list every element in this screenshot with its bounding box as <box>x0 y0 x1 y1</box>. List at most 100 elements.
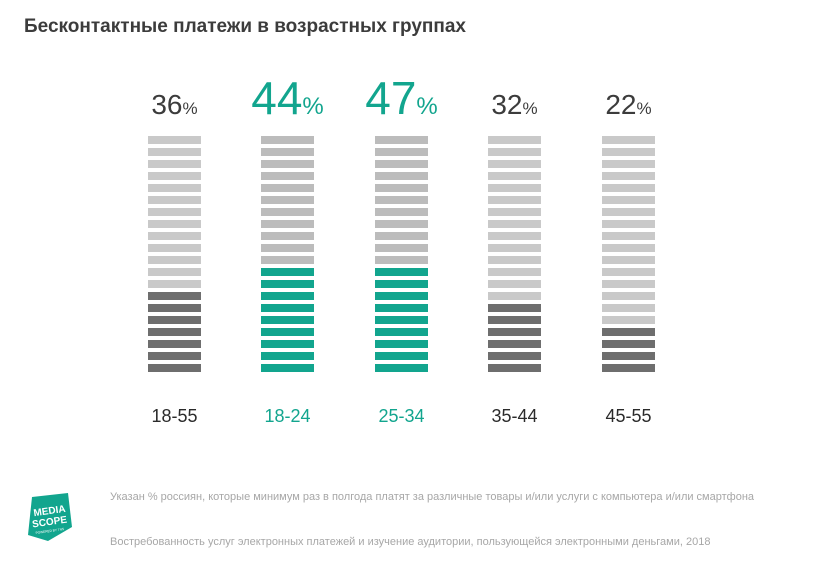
footnote: Указан % россиян, которые минимум раз в … <box>110 491 755 503</box>
value-label-35-44: 32% <box>491 89 537 120</box>
bar-segment-45-55-19 <box>602 148 655 156</box>
bar-segment-35-44-2 <box>488 352 541 360</box>
bar-segment-25-34-10 <box>375 256 428 264</box>
bar-segment-18-24-2 <box>261 352 314 360</box>
bar-segment-35-44-11 <box>488 244 541 252</box>
bar-segment-18-24-17 <box>261 172 314 180</box>
bar-segment-18-55-19 <box>148 148 201 156</box>
category-label-35-44: 35-44 <box>491 406 537 426</box>
bar-segment-45-55-3 <box>602 340 655 348</box>
bar-segment-25-34-3 <box>375 340 428 348</box>
category-label-25-34: 25-34 <box>378 406 424 426</box>
bar-segment-35-44-9 <box>488 268 541 276</box>
bar-segment-18-24-9 <box>261 268 314 276</box>
bar-segment-25-34-17 <box>375 172 428 180</box>
bar-chart: 36% 18-55 44% 18-24 47% 25-34 32% 35-44 22% 45-55 <box>148 72 655 426</box>
bar-segment-25-34-4 <box>375 328 428 336</box>
bar-segment-18-24-3 <box>261 340 314 348</box>
bar-segment-35-44-16 <box>488 184 541 192</box>
bar-segment-45-55-15 <box>602 196 655 204</box>
bar-segment-45-55-10 <box>602 256 655 264</box>
bar-segment-18-55-17 <box>148 172 201 180</box>
bar-segment-25-34-7 <box>375 292 428 300</box>
bar-segment-18-55-3 <box>148 340 201 348</box>
bar-segment-25-34-2 <box>375 352 428 360</box>
bar-segment-18-24-13 <box>261 220 314 228</box>
bar-segment-45-55-13 <box>602 220 655 228</box>
bar-segment-35-44-14 <box>488 208 541 216</box>
bar-segment-18-24-7 <box>261 292 314 300</box>
value-label-25-34: 47% <box>365 72 438 124</box>
bar-segment-45-55-16 <box>602 184 655 192</box>
bar-segment-25-34-12 <box>375 232 428 240</box>
bar-segment-45-55-2 <box>602 352 655 360</box>
bar-segment-18-55-8 <box>148 280 201 288</box>
bar-segment-18-55-16 <box>148 184 201 192</box>
bar-segment-35-44-12 <box>488 232 541 240</box>
bar-segment-18-24-1 <box>261 364 314 372</box>
bar-segment-25-34-15 <box>375 196 428 204</box>
mediascope-logo: MEDIA SCOPE POWERED BY TNS <box>28 493 72 541</box>
bar-segment-35-44-18 <box>488 160 541 168</box>
bar-segment-35-44-6 <box>488 304 541 312</box>
bar-segment-35-44-15 <box>488 196 541 204</box>
logo-line1: MEDIA <box>33 504 66 519</box>
bar-segment-25-34-5 <box>375 316 428 324</box>
bar-segment-18-55-9 <box>148 268 201 276</box>
bar-segment-45-55-9 <box>602 268 655 276</box>
value-label-18-55: 36% <box>151 89 197 120</box>
bar-segment-18-24-10 <box>261 256 314 264</box>
bar-segment-18-24-5 <box>261 316 314 324</box>
value-label-18-24: 44% <box>251 72 324 124</box>
bar-segment-25-34-6 <box>375 304 428 312</box>
bar-segment-18-24-16 <box>261 184 314 192</box>
bar-segment-18-55-15 <box>148 196 201 204</box>
bar-segment-35-44-19 <box>488 148 541 156</box>
bar-segment-18-55-18 <box>148 160 201 168</box>
bar-segment-25-34-1 <box>375 364 428 372</box>
bar-segment-18-55-7 <box>148 292 201 300</box>
logo-line2: SCOPE <box>32 515 69 531</box>
bar-segment-35-44-7 <box>488 292 541 300</box>
bar-segment-18-24-15 <box>261 196 314 204</box>
bar-segment-45-55-14 <box>602 208 655 216</box>
bar-segment-45-55-1 <box>602 364 655 372</box>
category-label-18-24: 18-24 <box>264 406 310 426</box>
bar-segment-18-55-2 <box>148 352 201 360</box>
bar-segment-45-55-12 <box>602 232 655 240</box>
bar-segment-18-55-10 <box>148 256 201 264</box>
bar-segment-25-34-20 <box>375 136 428 144</box>
bar-segment-45-55-6 <box>602 304 655 312</box>
bar-segment-35-44-1 <box>488 364 541 372</box>
bar-segment-18-55-14 <box>148 208 201 216</box>
bar-segment-25-34-14 <box>375 208 428 216</box>
bar-segment-45-55-20 <box>602 136 655 144</box>
bar-segment-18-55-1 <box>148 364 201 372</box>
category-label-18-55: 18-55 <box>151 406 197 426</box>
bar-segment-35-44-3 <box>488 340 541 348</box>
bar-segment-35-44-17 <box>488 172 541 180</box>
bar-segment-18-24-8 <box>261 280 314 288</box>
bar-segment-45-55-5 <box>602 316 655 324</box>
bar-segment-35-44-8 <box>488 280 541 288</box>
bar-segment-18-55-20 <box>148 136 201 144</box>
value-label-45-55: 22% <box>605 89 651 120</box>
bar-segment-18-55-5 <box>148 316 201 324</box>
bar-segment-35-44-4 <box>488 328 541 336</box>
bar-segment-18-24-18 <box>261 160 314 168</box>
bar-segment-25-34-8 <box>375 280 428 288</box>
bar-segment-18-55-6 <box>148 304 201 312</box>
bar-segment-18-55-4 <box>148 328 201 336</box>
bar-segment-35-44-13 <box>488 220 541 228</box>
bar-segment-25-34-11 <box>375 244 428 252</box>
bar-segment-25-34-18 <box>375 160 428 168</box>
bar-segment-18-24-4 <box>261 328 314 336</box>
bar-segment-45-55-8 <box>602 280 655 288</box>
bar-segment-18-24-14 <box>261 208 314 216</box>
bar-segment-25-34-16 <box>375 184 428 192</box>
bar-segment-45-55-18 <box>602 160 655 168</box>
logo-shape <box>28 493 72 541</box>
bar-segment-45-55-11 <box>602 244 655 252</box>
bar-segment-35-44-5 <box>488 316 541 324</box>
bar-segment-45-55-4 <box>602 328 655 336</box>
